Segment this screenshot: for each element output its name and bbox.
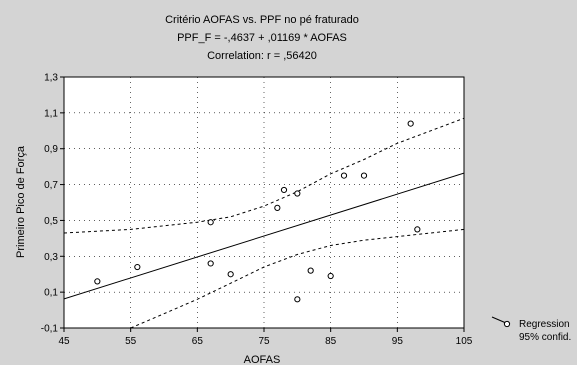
y-tick-label: -0,1 [41,324,59,335]
data-point [307,267,314,274]
data-point [207,219,214,226]
grid [60,76,465,332]
regression-lines [64,117,464,328]
tick-labels: 45 55 65 75 85 95 105 -0,1 0,1 0,3 0,5 0,7 0,9 1,1 1,3 [41,73,473,348]
data-point [414,226,421,233]
legend-entry-regression: Regression [519,319,570,330]
legend-regression-line-sample [491,316,507,324]
confidence-band-upper [64,117,464,234]
chart-title-line-2: PPF_F = -,4637 + ,01169 * AOFAS [177,32,347,44]
data-point [207,260,214,267]
data-point [407,120,414,127]
chart-title-line-3: Correlation: r = ,56420 [207,50,317,62]
data-point [360,172,368,179]
x-tick-label: 55 [125,336,137,347]
regression-line [64,172,464,300]
y-tick-label: 1,1 [44,108,58,119]
x-tick-label: 85 [325,336,337,347]
data-point [340,172,348,179]
legend-point-marker [503,320,511,328]
x-tick-label: 105 [456,336,473,347]
y-tick-label: 1,3 [44,73,58,84]
confidence-band-lower [130,228,464,328]
data-point [327,272,334,280]
y-axis-label: Primeiro Pico de Força [15,145,27,258]
x-tick-label: 45 [58,336,70,347]
data-points [94,120,421,303]
data-point [94,278,101,285]
data-point [294,296,301,303]
y-tick-label: 0,5 [44,216,58,227]
legend: Regression 95% confid. [491,316,571,343]
data-point [134,263,141,271]
legend-entry-confidence: 95% confid. [519,332,571,343]
y-tick-label: 0,1 [44,288,58,299]
x-tick-label: 75 [258,336,270,347]
data-point [294,190,301,197]
x-tick-label: 65 [192,336,204,347]
chart-title-line-1: Critério AOFAS vs. PPF no pé fraturado [165,14,359,26]
y-tick-label: 0,3 [44,252,58,263]
y-tick-label: 0,9 [44,144,58,155]
y-tick-label: 0,7 [44,180,58,191]
x-tick-label: 95 [392,336,404,347]
data-point [274,204,281,211]
data-point [227,271,234,278]
data-point [280,186,288,194]
x-axis-label: AOFAS [244,354,281,365]
